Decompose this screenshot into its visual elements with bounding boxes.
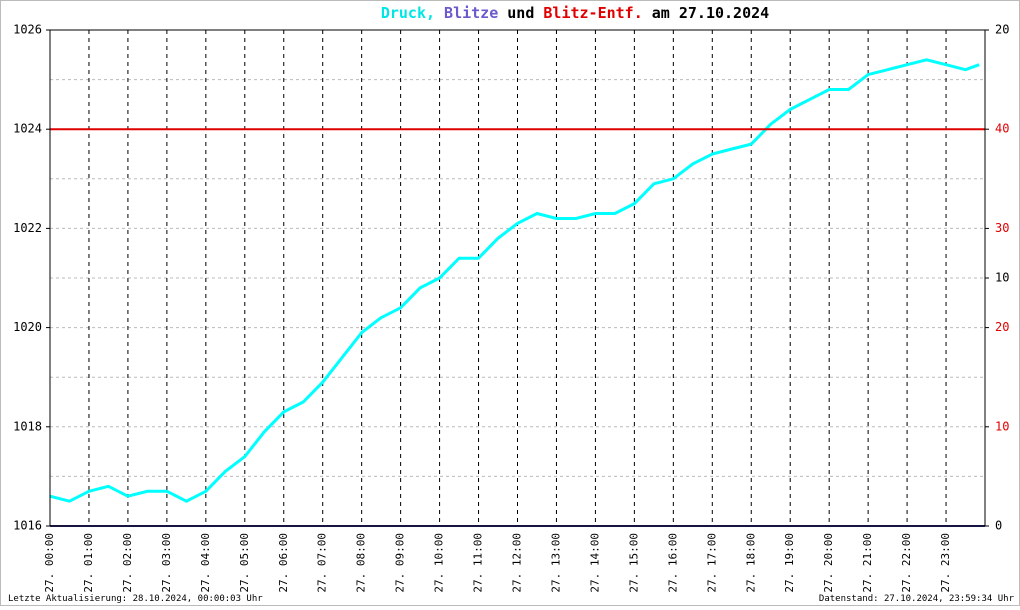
x-tick-label: 27. 03:00 xyxy=(160,533,173,593)
x-tick-label: 27. 17:00 xyxy=(705,533,718,593)
x-tick-label: 27. 08:00 xyxy=(355,533,368,593)
y3-tick-label: 0 xyxy=(995,519,1002,533)
y-tick-label: 1020 xyxy=(13,320,42,334)
x-tick-label: 27. 19:00 xyxy=(783,533,796,593)
x-tick-label: 27. 12:00 xyxy=(511,533,524,593)
y2-tick-label: 10 xyxy=(995,419,1009,433)
x-tick-label: 27. 20:00 xyxy=(822,533,835,593)
x-tick-label: 27. 02:00 xyxy=(121,533,134,593)
y-tick-label: 1024 xyxy=(13,122,42,136)
y-tick-label: 1016 xyxy=(13,519,42,533)
x-tick-label: 27. 15:00 xyxy=(627,533,640,593)
chart-title: Druck, Blitze und Blitz-Entf. am 27.10.2… xyxy=(381,4,769,22)
y3-tick-label: 20 xyxy=(995,23,1009,37)
y-tick-label: 1026 xyxy=(13,23,42,37)
y2-tick-label: 30 xyxy=(995,221,1009,235)
title-entf: Blitz-Entf. xyxy=(543,4,642,22)
x-tick-label: 27. 18:00 xyxy=(744,533,757,593)
x-tick-label: 27. 06:00 xyxy=(277,533,290,593)
x-tick-label: 27. 10:00 xyxy=(433,533,446,593)
x-tick-label: 27. 23:00 xyxy=(939,533,952,593)
footer-right: Datenstand: 27.10.2024, 23:59:34 Uhr xyxy=(819,594,1015,604)
series-line xyxy=(49,58,980,503)
y2-tick-label: 20 xyxy=(995,320,1009,334)
x-tick-label: 27. 22:00 xyxy=(900,533,913,593)
y3-tick-label: 10 xyxy=(995,271,1009,285)
x-tick-label: 27. 09:00 xyxy=(394,533,407,593)
plot-frame xyxy=(49,29,986,527)
x-tick-label: 27. 07:00 xyxy=(316,533,329,593)
x-tick-label: 27. 05:00 xyxy=(238,533,251,593)
x-tick-label: 27. 13:00 xyxy=(549,533,562,593)
x-tick-label: 27. 01:00 xyxy=(82,533,95,593)
y2-tick-label: 40 xyxy=(995,122,1009,136)
x-tick-label: 27. 00:00 xyxy=(43,533,56,593)
x-tick-label: 27. 14:00 xyxy=(588,533,601,593)
y-tick-label: 1018 xyxy=(13,419,42,433)
x-tick-label: 27. 21:00 xyxy=(861,533,874,593)
y-tick-label: 1022 xyxy=(13,221,42,235)
x-tick-label: 27. 16:00 xyxy=(666,533,679,593)
title-date: am 27.10.2024 xyxy=(652,4,769,22)
footer-left: Letzte Aktualisierung: 28.10.2024, 00:00… xyxy=(8,594,263,604)
title-druck: Druck, xyxy=(381,4,435,22)
title-blitze: Blitze xyxy=(444,4,498,22)
x-tick-label: 27. 11:00 xyxy=(472,533,485,593)
x-tick-label: 27. 04:00 xyxy=(199,533,212,593)
title-und: und xyxy=(507,4,534,22)
